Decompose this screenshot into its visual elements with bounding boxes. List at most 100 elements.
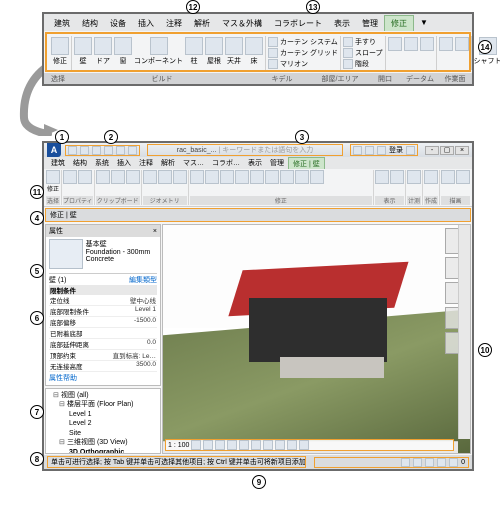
mtab-systems[interactable]: 系统 <box>91 157 113 169</box>
mr-cutgeo[interactable] <box>158 170 172 184</box>
crop-region-icon[interactable] <box>263 440 273 450</box>
exchange-icon[interactable] <box>377 146 386 155</box>
browser-level1[interactable]: Level 1 <box>49 410 157 419</box>
mtab-arch[interactable]: 建筑 <box>47 157 69 169</box>
mr-view1[interactable] <box>375 170 389 184</box>
wall-button[interactable]: 壁 <box>74 37 92 66</box>
close-button[interactable]: × <box>455 146 469 155</box>
maximize-button[interactable]: ▢ <box>440 146 454 155</box>
model-text-button[interactable] <box>388 37 402 51</box>
detail-level-icon[interactable] <box>191 440 201 450</box>
visual-style-icon[interactable] <box>203 440 213 450</box>
sun-path-icon[interactable] <box>215 440 225 450</box>
reveal-icon[interactable] <box>299 440 309 450</box>
mr-type[interactable] <box>78 170 92 184</box>
mr-pin[interactable] <box>295 170 309 184</box>
mr-props[interactable] <box>63 170 77 184</box>
browser-3d-views[interactable]: ⊟三维视图 (3D View) <box>49 438 157 447</box>
qat-undo-icon[interactable] <box>92 146 101 155</box>
prop-row-location-line[interactable]: 定位线壁中心线 <box>49 295 157 306</box>
scale-value[interactable]: 1 : 100 <box>168 442 189 449</box>
mr-split[interactable] <box>250 170 264 184</box>
temp-hide-icon[interactable] <box>287 440 297 450</box>
prop-row-base-ext[interactable]: 底部延伸距离0.0 <box>49 339 157 350</box>
railing-button[interactable]: 手すり <box>343 37 383 47</box>
mr-measure[interactable] <box>407 170 421 184</box>
window-button[interactable]: 窗 <box>114 37 132 66</box>
instance-filter[interactable]: 壁 (1) <box>49 275 67 285</box>
drawing-area[interactable]: 1 : 100 <box>162 224 471 454</box>
area-button[interactable] <box>455 37 469 51</box>
tab-massing[interactable]: マス＆外構 <box>216 15 268 31</box>
modify-button[interactable]: 修正 <box>51 37 69 66</box>
properties-close-icon[interactable]: × <box>153 228 157 235</box>
mr-draw1[interactable] <box>441 170 455 184</box>
qat-save-icon[interactable] <box>80 146 89 155</box>
browser-3d-ortho[interactable]: 3D Orthographic <box>49 448 157 454</box>
tab-architecture[interactable]: 建筑 <box>48 15 76 31</box>
edit-type-button[interactable]: 編集類型 <box>129 275 157 285</box>
mtab-manage[interactable]: 管理 <box>266 157 288 169</box>
search-icon[interactable] <box>353 146 362 155</box>
tab-manage[interactable]: 管理 <box>356 15 384 31</box>
help-icon[interactable] <box>406 146 415 155</box>
minimize-button[interactable]: - <box>425 146 439 155</box>
component-button[interactable]: コンポーネント <box>134 37 183 66</box>
prop-row-unconnected-h[interactable]: 无连接高度3500.0 <box>49 361 157 372</box>
tab-overflow[interactable]: ▼ <box>414 15 434 31</box>
worksets-icon[interactable] <box>401 458 410 467</box>
column-button[interactable]: 柱 <box>185 37 203 66</box>
mtab-collab[interactable]: コラボ… <box>208 157 244 169</box>
tab-systems[interactable]: 设备 <box>104 15 132 31</box>
mr-cope[interactable] <box>143 170 157 184</box>
mr-array[interactable] <box>265 170 279 184</box>
qat-print-icon[interactable] <box>116 146 125 155</box>
qat-redo-icon[interactable] <box>104 146 113 155</box>
room-button[interactable] <box>439 37 453 51</box>
mtab-mass[interactable]: マス… <box>179 157 208 169</box>
mr-rotate[interactable] <box>205 170 219 184</box>
prop-row-base-offset[interactable]: 底部偏移-1500.0 <box>49 317 157 328</box>
mr-cut[interactable] <box>111 170 125 184</box>
type-preview-icon[interactable] <box>49 239 83 269</box>
mr-draw2[interactable] <box>456 170 470 184</box>
subscribe-icon[interactable] <box>365 146 374 155</box>
browser-floor-plans[interactable]: ⊟楼层平面 (Floor Plan) <box>49 400 157 409</box>
mr-modify[interactable]: 修正 <box>46 170 60 193</box>
tab-structure[interactable]: 结构 <box>76 15 104 31</box>
mtab-analyze[interactable]: 解析 <box>157 157 179 169</box>
mtab-annotate[interactable]: 注释 <box>135 157 157 169</box>
rendering-icon[interactable] <box>239 440 249 450</box>
browser-root[interactable]: ⊟视图 (all) <box>49 391 157 400</box>
stair-button[interactable]: 階段 <box>343 59 383 69</box>
mr-delete[interactable] <box>310 170 324 184</box>
app-menu-button[interactable]: A <box>47 143 61 157</box>
shadows-icon[interactable] <box>227 440 237 450</box>
curtain-system-button[interactable]: カーテン システム <box>268 37 338 47</box>
model-line-button[interactable] <box>404 37 418 51</box>
mr-paste[interactable] <box>96 170 110 184</box>
mr-trim[interactable] <box>235 170 249 184</box>
design-options-icon[interactable] <box>413 458 422 467</box>
mtab-view[interactable]: 表示 <box>244 157 266 169</box>
tab-annotate[interactable]: 注释 <box>160 15 188 31</box>
mr-move[interactable] <box>190 170 204 184</box>
mr-view2[interactable] <box>390 170 404 184</box>
mr-mirror[interactable] <box>220 170 234 184</box>
mtab-struct[interactable]: 结构 <box>69 157 91 169</box>
tab-collaborate[interactable]: コラボレート <box>268 15 328 31</box>
mtab-insert[interactable]: 插入 <box>113 157 135 169</box>
mr-create[interactable] <box>424 170 438 184</box>
mtab-modify-wall[interactable]: 修正 | 壁 <box>288 157 325 169</box>
prop-row-top-constraint[interactable]: 顶部约束直到标高: Le… <box>49 350 157 361</box>
prop-row-base-attached[interactable]: 已附着底部 <box>49 328 157 339</box>
mr-scale[interactable] <box>280 170 294 184</box>
tab-modify[interactable]: 修正 <box>384 15 414 31</box>
mullion-button[interactable]: マリオン <box>268 59 338 69</box>
floor-button[interactable]: 床 <box>245 37 263 66</box>
vertical-scrollbar[interactable] <box>458 225 470 439</box>
crop-icon[interactable] <box>251 440 261 450</box>
select-pinned-icon[interactable] <box>437 458 446 467</box>
type-name[interactable]: Foundation - 300mm Concrete <box>86 249 157 263</box>
qat-open-icon[interactable] <box>68 146 77 155</box>
